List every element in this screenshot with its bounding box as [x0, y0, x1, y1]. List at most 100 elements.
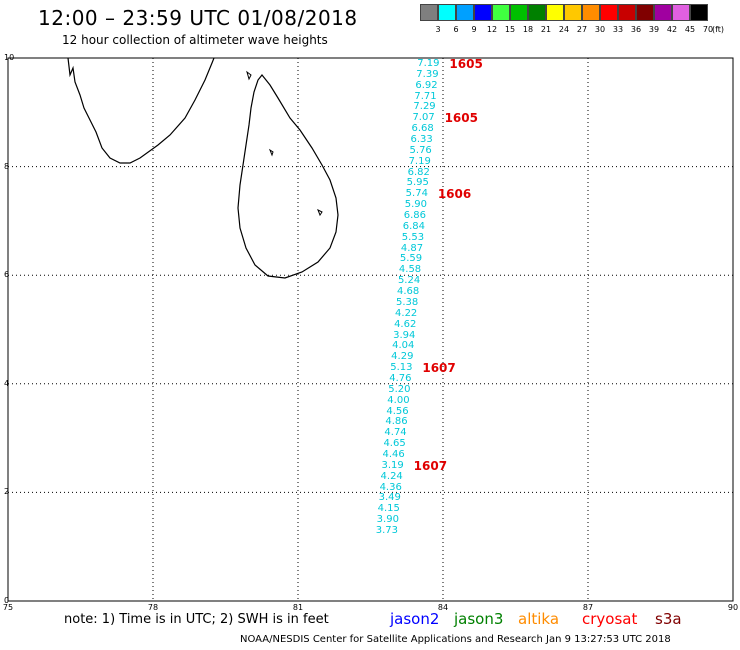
satellite-name: altika	[518, 610, 560, 628]
wave-height-value: 5.53	[401, 231, 425, 243]
pass-time-label: 1605	[444, 111, 478, 126]
wave-height-value: 4.22	[395, 307, 418, 319]
legend-label: 27	[576, 25, 588, 34]
satellite-name: jason2	[390, 610, 440, 628]
legend-swatch	[510, 4, 528, 21]
wave-height-value: 5.20	[388, 383, 411, 395]
wave-height-value: 5.95	[406, 177, 429, 189]
legend-label: 21	[540, 25, 552, 34]
sri-lanka-coastline	[237, 74, 339, 279]
legend-swatch	[690, 4, 708, 21]
legend-swatch	[654, 4, 672, 21]
map-subtitle: 12 hour collection of altimeter wave hei…	[62, 33, 328, 47]
wave-height-value: 4.87	[400, 242, 424, 254]
pass-time-label: 1605	[449, 57, 483, 71]
wave-height-value: 5.13	[390, 362, 413, 374]
latitude-tick: 10	[4, 53, 15, 62]
wave-height-value: 3.73	[375, 524, 398, 536]
longitude-tick: 81	[292, 603, 304, 612]
wave-height-value: 5.24	[397, 275, 421, 287]
wave-height-value: 3.49	[378, 492, 401, 504]
legend-swatch	[474, 4, 492, 21]
legend-swatch	[456, 4, 474, 21]
wave-height-value: 6.86	[403, 210, 426, 222]
wave-height-value: 7.19	[408, 155, 431, 167]
wave-height-value: 5.76	[409, 144, 432, 156]
legend-unit: (ft)	[712, 25, 725, 34]
wave-height-value: 5.74	[405, 188, 428, 200]
latitude-tick: 8	[4, 161, 10, 171]
legend-label: 39	[648, 25, 660, 34]
wave-height-value: 4.68	[396, 286, 420, 298]
legend-label: 18	[522, 25, 534, 34]
legend-swatch	[672, 4, 690, 21]
legend-swatch	[438, 4, 456, 21]
legend-label: 42	[666, 25, 678, 34]
wave-height-value: 5.38	[396, 296, 419, 308]
wave-height-value: 7.71	[414, 90, 437, 102]
wave-height-value: 4.24	[380, 470, 403, 482]
wave-height-value: 4.29	[391, 351, 414, 363]
legend-label: 33	[612, 25, 624, 34]
wave-height-value: 4.15	[377, 503, 400, 515]
wave-height-value: 4.04	[392, 340, 415, 352]
wave-height-value: 4.86	[385, 416, 408, 428]
wave-height-value: 4.56	[386, 405, 409, 417]
latitude-tick: 0	[4, 596, 10, 605]
wave-height-value: 4.46	[382, 448, 405, 460]
satellite-name: s3a	[655, 610, 682, 628]
legend-label: 45	[684, 25, 696, 34]
legend-label: 70	[702, 25, 714, 34]
legend-swatch	[636, 4, 654, 21]
legend-swatch	[420, 4, 438, 21]
latitude-tick: 6	[4, 270, 10, 280]
wave-height-value: 5.59	[399, 253, 423, 265]
wave-height-value: 4.74	[384, 427, 407, 439]
wave-height-value: 7.29	[413, 101, 436, 113]
wave-height-value: 3.19	[381, 459, 404, 471]
longitude-tick: 90	[727, 603, 739, 612]
wave-height-value: 4.65	[383, 438, 406, 450]
wave-height-value: 4.36	[379, 481, 402, 493]
legend-label: 9	[471, 25, 477, 34]
legend-swatch	[528, 4, 546, 21]
wave-height-value: 7.07	[412, 112, 435, 124]
legend-label: 24	[558, 25, 570, 34]
wave-height-value: 6.68	[411, 123, 434, 135]
credit-line: NOAA/NESDIS Center for Satellite Applica…	[240, 634, 671, 645]
pass-time-label: 1607	[422, 361, 456, 376]
grid-lines	[8, 58, 733, 601]
pass-time-label: 1606	[437, 187, 472, 202]
legend-swatch	[564, 4, 582, 21]
wave-height-value: 4.76	[389, 372, 412, 384]
legend-swatch	[600, 4, 618, 21]
wave-height-value: 4.00	[387, 394, 410, 406]
wave-height-value: 4.58	[398, 264, 422, 276]
longitude-tick: 84	[437, 603, 449, 612]
legend-label: 3	[435, 25, 441, 34]
map-title: 12:00 – 23:59 UTC 01/08/2018	[38, 6, 358, 30]
latitude-tick: 4	[4, 378, 10, 388]
legend-label: 6	[453, 25, 459, 34]
longitude-tick: 78	[147, 603, 159, 612]
wave-height-value: 6.82	[407, 166, 430, 178]
legend-swatch	[618, 4, 636, 21]
india-coastline	[67, 57, 215, 164]
wave-height-value: 6.33	[410, 134, 433, 146]
pass-time-label: 1607	[413, 458, 448, 473]
wave-height-value: 3.94	[393, 329, 416, 341]
island-mark	[246, 70, 323, 217]
longitude-tick: 75	[2, 603, 14, 612]
legend-swatch	[546, 4, 564, 21]
wave-height-value: 6.84	[402, 220, 426, 232]
wave-height-value: 3.90	[376, 514, 399, 526]
footer-note: note: 1) Time is in UTC; 2) SWH is in fe…	[64, 612, 329, 627]
legend-label: 30	[594, 25, 606, 34]
wave-height-value: 7.39	[416, 68, 439, 80]
legend-swatch	[582, 4, 600, 21]
legend-label: 15	[504, 25, 516, 34]
wave-height-value: 5.90	[404, 199, 427, 211]
map-frame	[7, 57, 734, 602]
longitude-tick: 87	[582, 603, 594, 612]
